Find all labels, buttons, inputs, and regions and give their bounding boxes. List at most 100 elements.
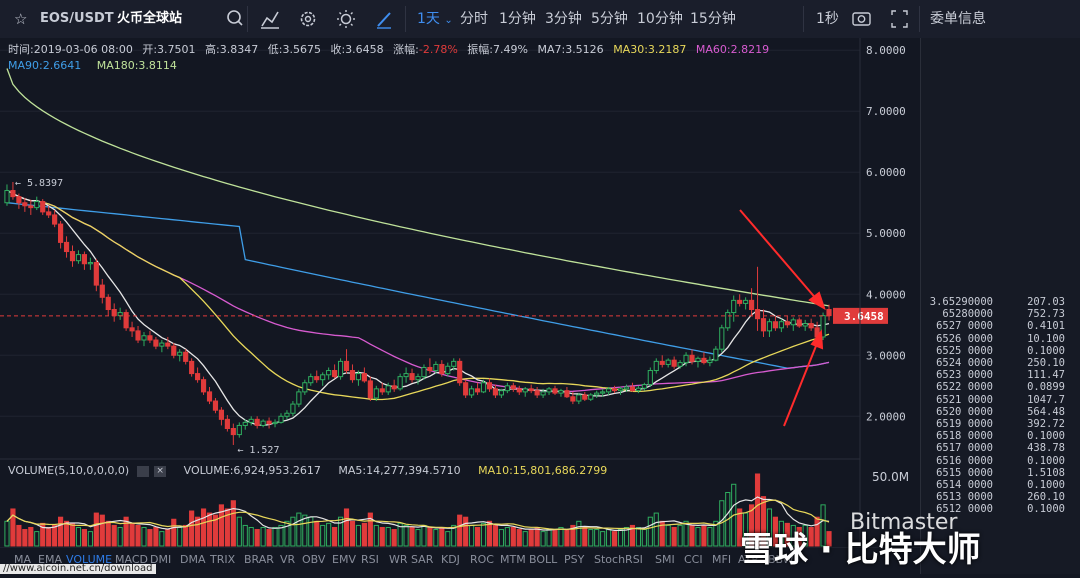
orderbook-row[interactable]: 6513 0000 260.10	[921, 491, 1080, 505]
orderbook-row[interactable]: 6524 0000 250.10	[921, 357, 1080, 371]
settings-gear-icon[interactable]	[293, 0, 323, 38]
indicator-brar[interactable]: BRAR	[244, 553, 274, 566]
orderbook-row[interactable]: 6517 0000 438.78	[921, 442, 1080, 456]
orderbook-row[interactable]: 6514 0000 0.1000	[921, 479, 1080, 493]
orderbook-row[interactable]: 6522 0000 0.0899	[921, 381, 1080, 395]
volume-bar	[808, 526, 814, 547]
volume-bar	[111, 524, 117, 547]
volume-ma10: MA10:15,801,686.2799	[478, 464, 608, 477]
candle-body	[308, 376, 314, 384]
interval-3m[interactable]: 3分钟	[545, 11, 582, 27]
volume-bar	[403, 524, 409, 547]
volume-value: VOLUME:6,924,953.2617	[183, 464, 321, 477]
candle-body	[129, 327, 135, 332]
orderbook-row[interactable]: 6516 0000 0.1000	[921, 455, 1080, 469]
candle-body	[743, 299, 749, 304]
info-ma30: MA30:3.2187	[613, 43, 687, 56]
indicator-wr[interactable]: WR	[389, 553, 408, 566]
orderbook-size: 0.1000	[1027, 454, 1065, 467]
interval-1d[interactable]: 1天 ⌄	[417, 11, 453, 27]
indicator-stochrsi[interactable]: StochRSI	[594, 553, 643, 566]
indicator-rsi[interactable]: RSI	[361, 553, 379, 566]
candle-body	[748, 299, 755, 311]
indicator-trix[interactable]: TRIX	[210, 553, 236, 566]
interval-timeline[interactable]: 分时	[460, 11, 488, 27]
volume-close-icon[interactable]: ×	[154, 465, 167, 477]
indicator-kdj[interactable]: KDJ	[441, 553, 460, 566]
indicators-chart-icon[interactable]	[255, 0, 285, 38]
orderbook-row[interactable]: 6525 0000 0.1000	[921, 345, 1080, 359]
orderbook-row[interactable]: 6520 0000 564.48	[921, 406, 1080, 420]
indicator-volume[interactable]: VOLUME	[66, 553, 113, 566]
orderbook-row[interactable]: 6515 0000 1.5108	[921, 467, 1080, 481]
orderbook-row[interactable]: 6519 0000 392.72	[921, 418, 1080, 432]
candle-body	[421, 366, 427, 378]
candle-body	[183, 351, 189, 362]
orderbook-row[interactable]: 6521 0000 1047.7	[921, 394, 1080, 408]
indicator-smi[interactable]: SMI	[655, 553, 675, 566]
interval-1m[interactable]: 1分钟	[499, 11, 536, 27]
refresh-rate[interactable]: 1秒	[816, 11, 839, 27]
indicator-bbw[interactable]: BBW	[768, 553, 794, 566]
volume-bar	[290, 516, 296, 547]
candle-body	[242, 421, 248, 426]
indicator-sar[interactable]: SAR	[411, 553, 434, 566]
fullscreen-icon[interactable]	[884, 0, 914, 38]
pair-name[interactable]: EOS/USDT	[40, 11, 114, 26]
indicator-roc[interactable]: ROC	[470, 553, 494, 566]
indicator-emv[interactable]: EMV	[332, 553, 356, 566]
indicator-macd[interactable]: MACD	[115, 553, 148, 566]
volume-bar	[171, 518, 177, 547]
volume-bar	[93, 512, 99, 547]
orderbook-row[interactable]: 3.65290000 207.03	[921, 296, 1080, 310]
volume-bar	[230, 500, 236, 547]
volume-bar	[528, 529, 534, 547]
orderbook-row[interactable]: 6512 0000 0.1000	[921, 503, 1080, 517]
orderbook-row[interactable]: 65280000 752.73	[921, 308, 1080, 322]
candle-body	[52, 214, 58, 225]
orderbook-size: 1047.7	[1027, 393, 1065, 406]
volume-bar	[784, 522, 790, 547]
download-url[interactable]: //www.aicoin.net.cn/download	[0, 564, 156, 574]
indicator-mfi[interactable]: MFI	[712, 553, 732, 566]
candle-body	[284, 412, 290, 417]
camera-icon[interactable]	[846, 0, 876, 38]
volume-settings-icon[interactable]	[136, 465, 149, 477]
volume-bar	[564, 529, 570, 547]
candle-body	[683, 354, 689, 364]
indicator-mtm[interactable]: MTM	[500, 553, 526, 566]
indicator-atr[interactable]: ATR	[738, 553, 760, 566]
exchange-name[interactable]: 火币全球站	[117, 11, 183, 26]
orderbook-row[interactable]: 6526 0000 10.100	[921, 333, 1080, 347]
orderbook-row[interactable]: 6523 0000 111.47	[921, 369, 1080, 383]
interval-5m[interactable]: 5分钟	[591, 11, 628, 27]
candle-body	[546, 388, 552, 393]
chart-area[interactable]: 8.0000 7.0000 6.0000 5.0000 4.0000 3.0000 2.00…	[0, 38, 920, 574]
theme-sun-icon[interactable]	[331, 0, 361, 38]
volume-title: VOLUME(5,10,0,0,0,0)	[8, 464, 130, 477]
candle-body	[760, 318, 767, 332]
favorite-star-icon[interactable]: ☆	[14, 10, 28, 28]
interval-10m[interactable]: 10分钟	[637, 11, 683, 27]
search-icon[interactable]	[220, 0, 250, 38]
orderbook-size: 564.48	[1027, 405, 1065, 418]
indicator-dmi[interactable]: DMI	[150, 553, 172, 566]
indicator-ema[interactable]: EMA	[38, 553, 62, 566]
orderbook-price: 6516 0000	[936, 454, 993, 467]
candle-body	[254, 418, 260, 426]
indicator-cci[interactable]: CCI	[684, 553, 703, 566]
indicator-boll[interactable]: BOLL	[529, 553, 558, 566]
orderbook-row[interactable]: 6527 0000 0.4101	[921, 320, 1080, 334]
draw-pencil-icon[interactable]	[369, 0, 399, 38]
interval-15m[interactable]: 15分钟	[690, 11, 736, 27]
indicator-obv[interactable]: OBV	[302, 553, 326, 566]
orderbook-row[interactable]: 6518 0000 0.1000	[921, 430, 1080, 444]
indicator-psy[interactable]: PSY	[564, 553, 585, 566]
indicator-dma[interactable]: DMA	[180, 553, 206, 566]
candlestick-chart[interactable]: 8.0000 7.0000 6.0000 5.0000 4.0000 3.0000 2.00…	[0, 38, 920, 574]
indicator-vr[interactable]: VR	[280, 553, 296, 566]
candle-body	[754, 309, 761, 320]
volume-bar	[427, 526, 433, 547]
indicator-ma[interactable]: MA	[14, 553, 32, 566]
volume-bar	[421, 524, 427, 547]
